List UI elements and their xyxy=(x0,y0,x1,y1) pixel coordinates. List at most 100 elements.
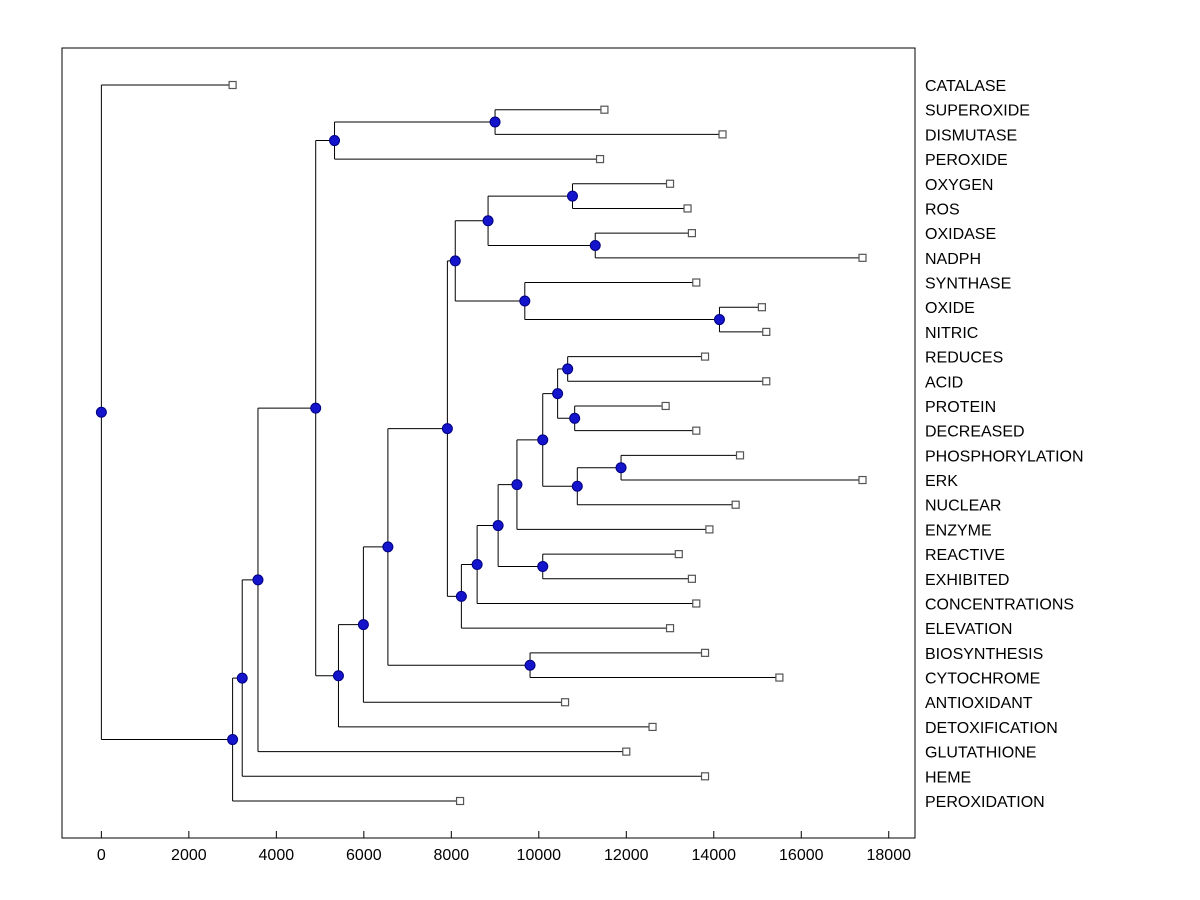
leaf-marker xyxy=(775,673,784,682)
leaf-label: CONCENTRATIONS xyxy=(925,596,1074,613)
internal-node-marker xyxy=(713,314,725,326)
x-tick-label: 2000 xyxy=(171,847,207,864)
leaf-marker xyxy=(595,154,605,164)
internal-node-marker xyxy=(455,590,467,602)
x-tick-label: 12000 xyxy=(604,847,649,864)
leaf-label: OXYGEN xyxy=(925,177,993,194)
leaf-marker xyxy=(683,204,692,213)
internal-node-marker xyxy=(332,670,344,682)
leaf-marker xyxy=(228,80,237,90)
leaf-label: PHOSPHORYLATION xyxy=(925,448,1084,465)
leaf-marker xyxy=(757,303,766,312)
internal-node-marker xyxy=(566,190,578,202)
internal-node-marker xyxy=(511,479,523,491)
leaf-label: PEROXIDATION xyxy=(925,794,1045,811)
internal-node-marker xyxy=(552,388,564,400)
leaf-marker xyxy=(762,327,771,336)
leaf-marker xyxy=(560,698,570,707)
leaf-marker xyxy=(858,253,867,262)
x-tick-label: 14000 xyxy=(692,847,737,864)
leaf-label: CATALASE xyxy=(925,78,1006,95)
leaf-label: EXHIBITED xyxy=(925,572,1009,589)
leaf-marker xyxy=(735,451,745,460)
internal-node-marker xyxy=(236,672,248,684)
leaf-label: ERK xyxy=(925,473,958,490)
x-tick-label: 8000 xyxy=(434,847,470,864)
internal-node-marker xyxy=(482,215,494,227)
leaf-marker xyxy=(700,352,710,361)
leaf-label: ROS xyxy=(925,201,960,218)
leaf-marker xyxy=(692,278,701,287)
leaf-marker xyxy=(665,179,675,188)
leaf-marker xyxy=(455,796,465,806)
leaf-label: DETOXIFICATION xyxy=(925,720,1058,737)
internal-node-marker xyxy=(589,239,601,251)
leaf-label: NUCLEAR xyxy=(925,498,1001,515)
leaf-label: REDUCES xyxy=(925,350,1003,367)
leaf-marker xyxy=(687,574,697,583)
leaf-marker xyxy=(648,722,657,732)
internal-node-marker xyxy=(310,402,322,414)
leaf-marker xyxy=(622,747,631,756)
leaf-marker xyxy=(762,377,771,386)
plot-border xyxy=(61,47,916,839)
leaf-label: SYNTHASE xyxy=(925,276,1011,293)
leaf-label: PROTEIN xyxy=(925,399,996,416)
leaf-marker xyxy=(731,500,740,509)
internal-node-marker xyxy=(569,412,581,424)
internal-node-marker xyxy=(571,480,583,492)
leaf-label: ENZYME xyxy=(925,522,992,539)
x-tick-label: 6000 xyxy=(346,847,382,864)
internal-node-marker xyxy=(615,462,627,474)
leaf-label: SUPEROXIDE xyxy=(925,103,1030,120)
leaf-label: DISMUTASE xyxy=(925,127,1017,144)
internal-node-marker xyxy=(357,619,369,631)
internal-node-marker xyxy=(537,434,549,446)
leaf-marker xyxy=(665,624,675,633)
leaf-label: NITRIC xyxy=(925,325,978,342)
leaf-label: GLUTATHIONE xyxy=(925,745,1036,762)
leaf-label: ANTIOXIDANT xyxy=(925,695,1033,712)
internal-node-marker xyxy=(562,363,574,375)
internal-node-marker xyxy=(252,574,264,586)
leaf-label: ACID xyxy=(925,374,963,391)
x-tick-label: 16000 xyxy=(779,847,824,864)
internal-node-marker xyxy=(95,406,107,418)
internal-node-marker xyxy=(382,541,394,553)
internal-node-marker xyxy=(537,560,549,572)
leaf-marker xyxy=(700,648,710,657)
leaf-marker xyxy=(692,426,701,435)
x-tick-label: 4000 xyxy=(259,847,295,864)
internal-node-marker xyxy=(524,659,536,671)
leaf-label: ELEVATION xyxy=(925,621,1012,638)
leaf-label: OXIDE xyxy=(925,300,975,317)
leaf-marker xyxy=(718,130,727,139)
leaf-label: PEROXIDE xyxy=(925,152,1008,169)
leaf-marker xyxy=(858,475,867,485)
leaf-label: BIOSYNTHESIS xyxy=(925,646,1043,663)
leaf-label: REACTIVE xyxy=(925,547,1005,564)
leaf-label: DECREASED xyxy=(925,424,1025,441)
x-tick-label: 10000 xyxy=(517,847,562,864)
internal-node-marker xyxy=(227,734,239,746)
leaf-marker xyxy=(705,525,714,534)
leaf-label: NADPH xyxy=(925,251,981,268)
leaf-label: CYTOCHROME xyxy=(925,671,1040,688)
internal-node-marker xyxy=(492,520,504,532)
internal-node-marker xyxy=(489,116,501,128)
internal-node-marker xyxy=(471,559,483,571)
leaf-marker xyxy=(687,229,697,238)
leaf-marker xyxy=(700,772,710,781)
internal-node-marker xyxy=(519,295,531,307)
leaf-marker xyxy=(661,401,670,411)
leaf-label: HEME xyxy=(925,769,971,786)
internal-node-marker xyxy=(449,255,461,267)
internal-node-marker xyxy=(329,135,341,147)
leaf-marker xyxy=(674,550,683,559)
x-tick-label: 0 xyxy=(97,847,106,864)
leaf-marker xyxy=(692,599,701,608)
leaf-marker xyxy=(600,105,609,114)
